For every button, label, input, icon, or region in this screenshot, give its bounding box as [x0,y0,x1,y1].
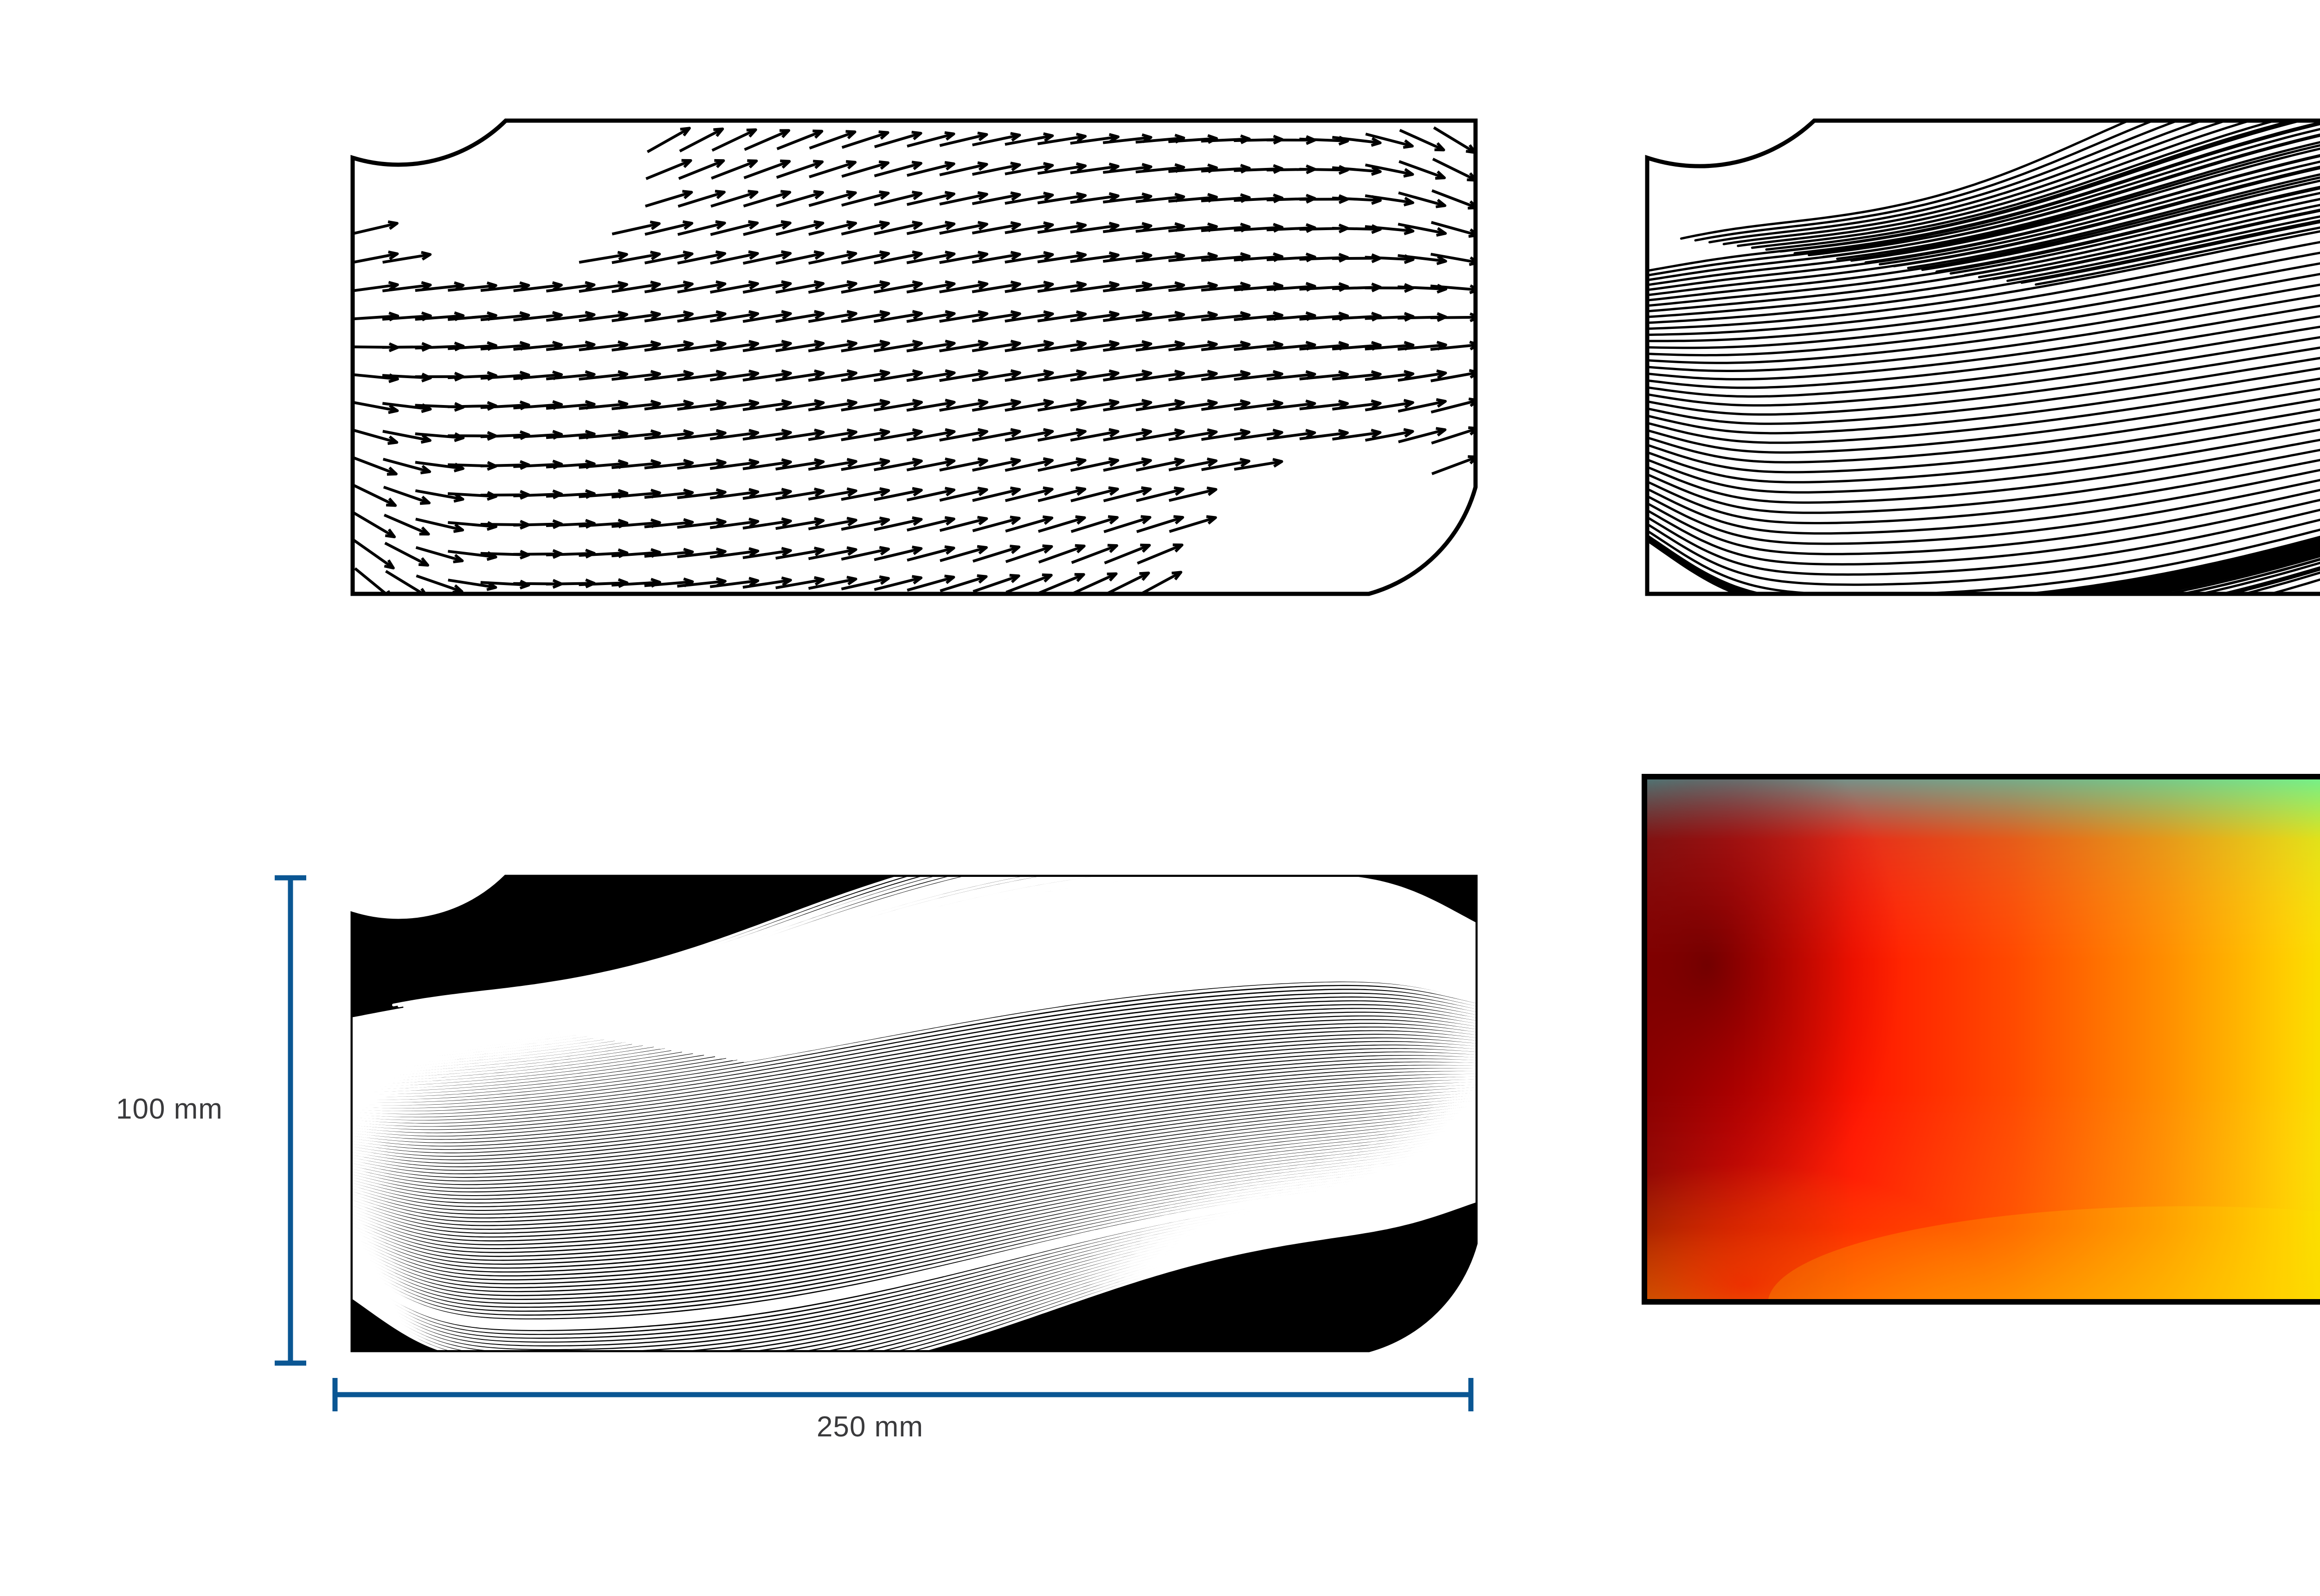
dimension-label-height: 100 mm [116,1093,223,1125]
panel-dense-infill [343,868,1485,1369]
color-field-border [1642,774,2320,1305]
domain-outline-vector [350,118,1478,596]
dimension-line-horizontal [325,1359,1494,1415]
stress-arrow-group [353,126,1476,594]
infill-toolpath-group [353,877,1476,1350]
panel-vector-field [343,111,1485,612]
panel-streamlines [1638,111,2320,612]
scalar-field-image [1644,777,2320,1302]
dimension-label-width: 250 mm [817,1411,923,1443]
streamline-group [1647,121,2320,594]
panel-color-field [1638,770,2320,1318]
domain-outline-streamlines [1645,118,2320,596]
dimension-line-vertical [260,868,334,1373]
